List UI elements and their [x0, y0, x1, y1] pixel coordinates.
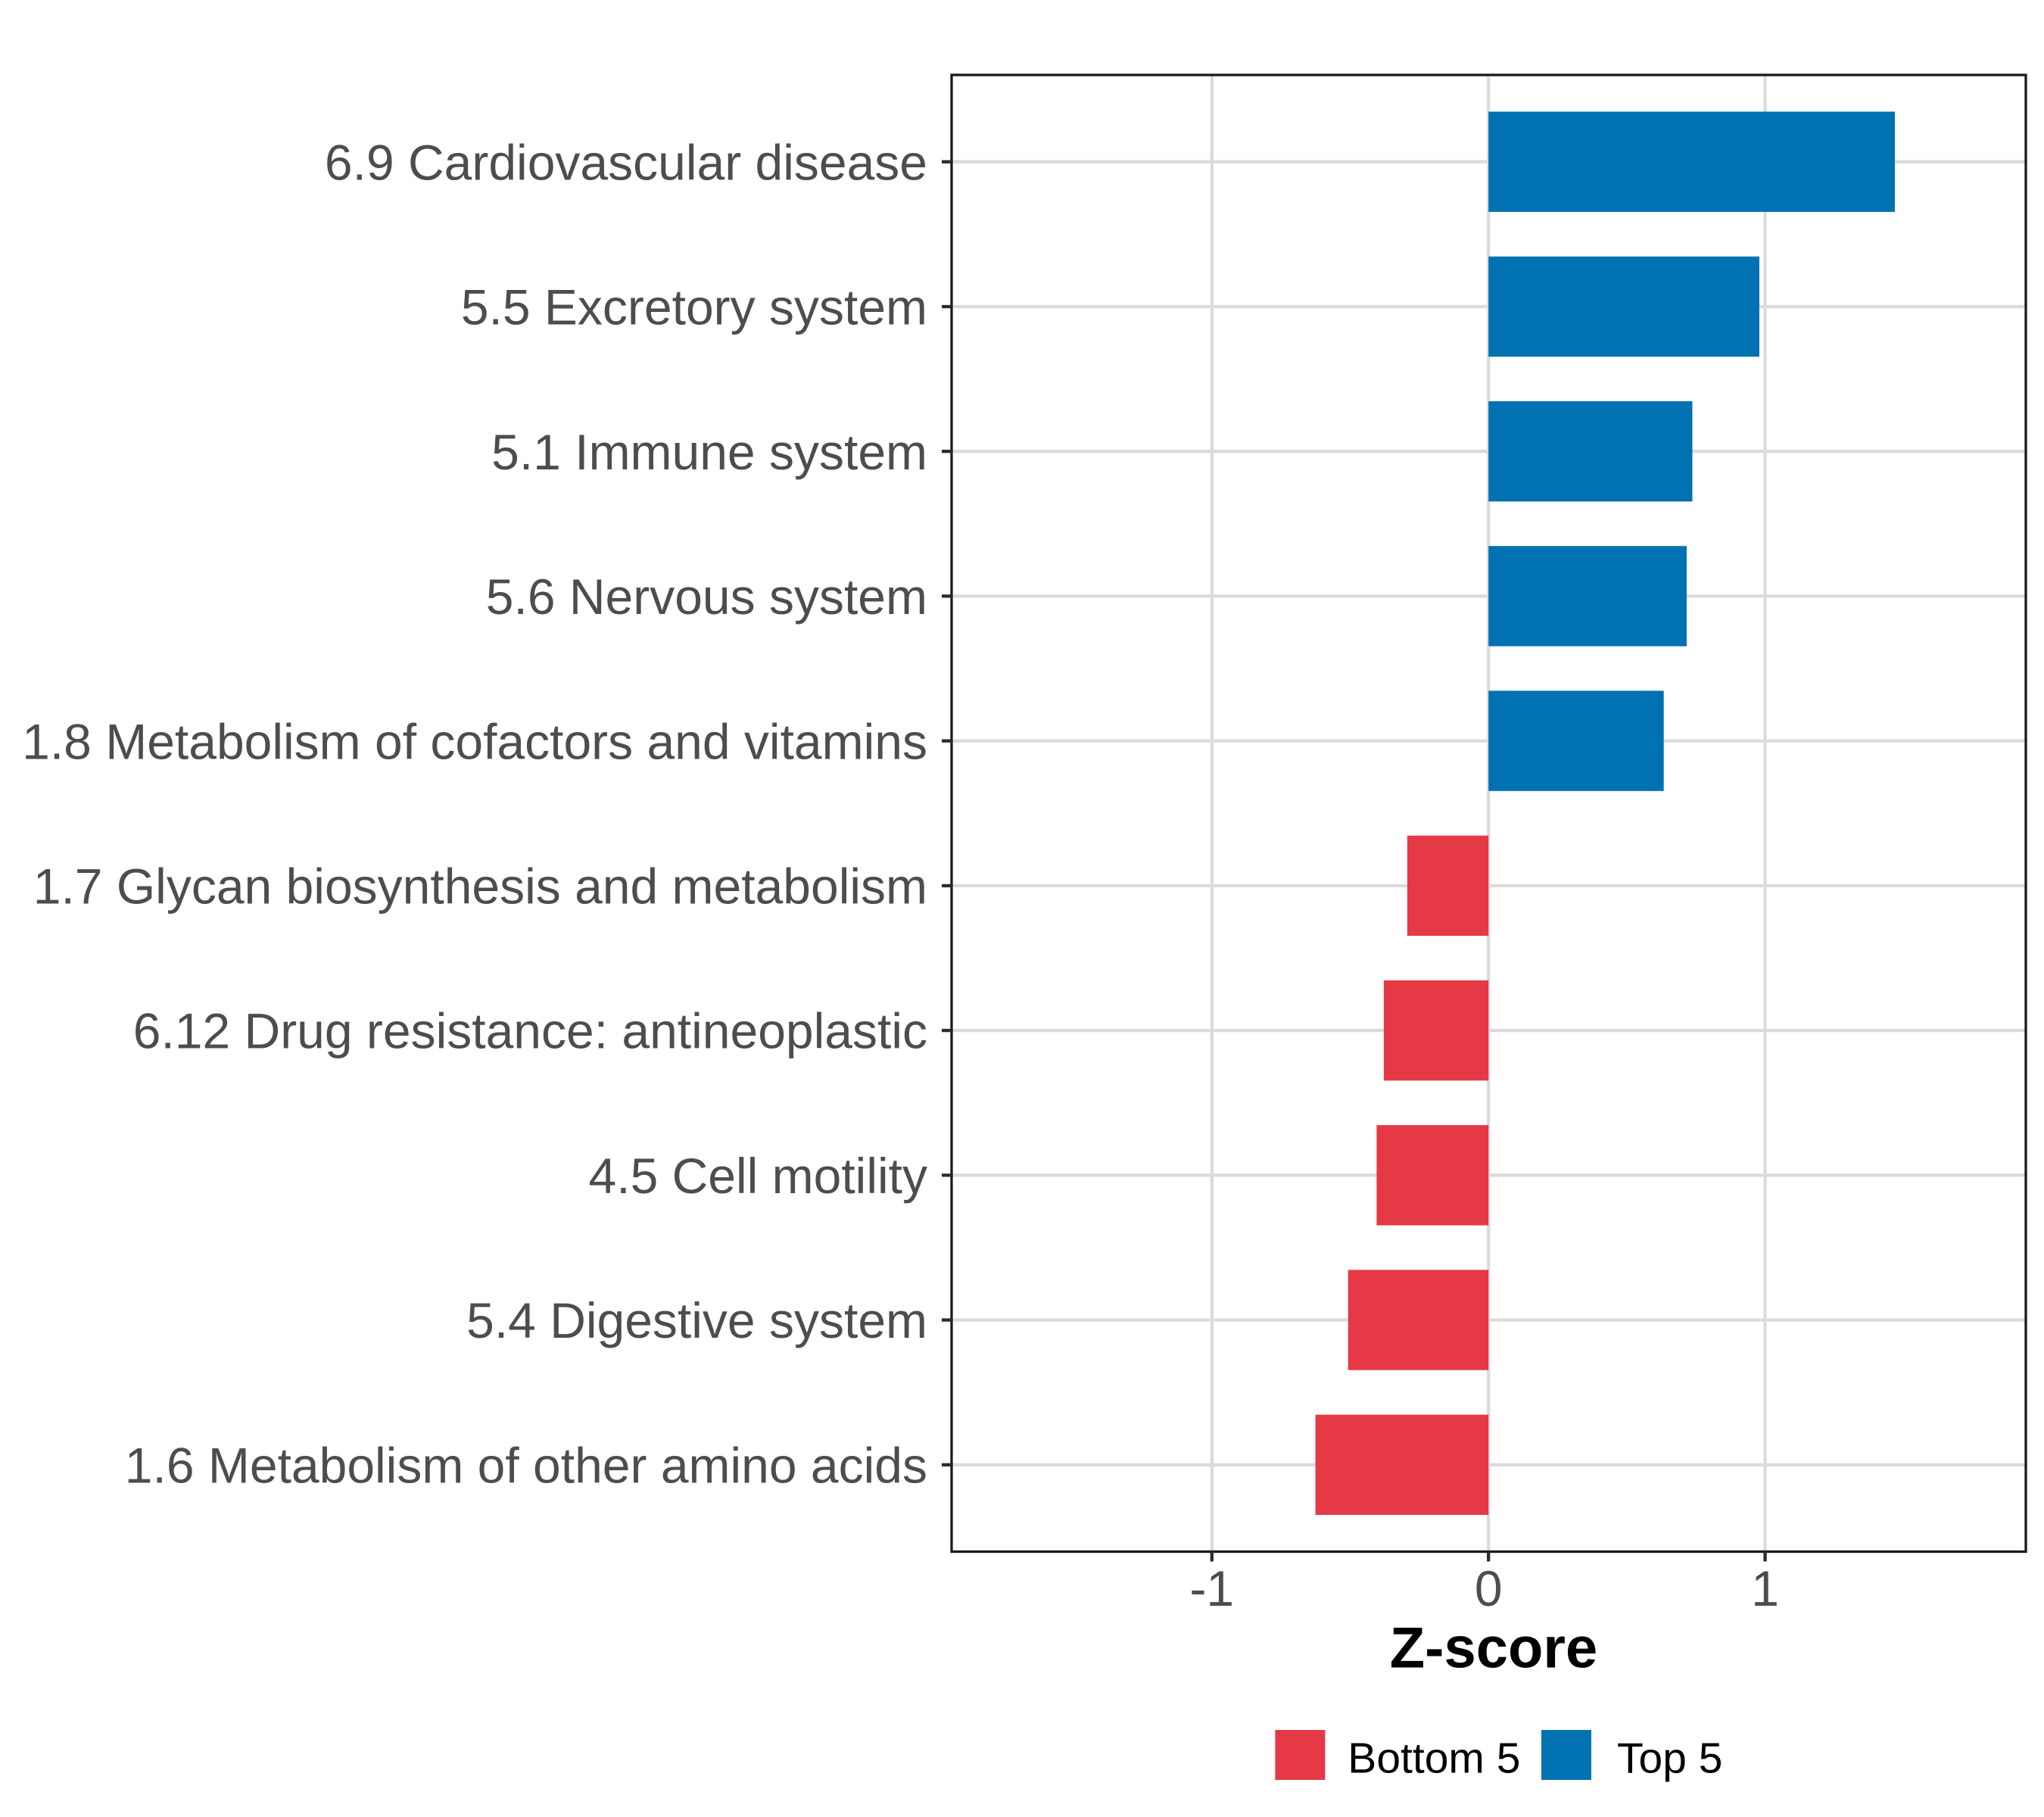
svg-text:Top 5: Top 5 — [1617, 1734, 1722, 1783]
svg-text:5.4 Digestive system: 5.4 Digestive system — [466, 1292, 927, 1348]
svg-text:1.6 Metabolism of other amino: 1.6 Metabolism of other amino acids — [125, 1437, 927, 1493]
svg-text:0: 0 — [1475, 1560, 1503, 1616]
svg-text:4.5 Cell motility: 4.5 Cell motility — [589, 1148, 927, 1204]
svg-text:5.5 Excretory system: 5.5 Excretory system — [461, 279, 927, 335]
svg-text:6.9 Cardiovascular disease: 6.9 Cardiovascular disease — [325, 134, 927, 190]
svg-text:5.6 Nervous system: 5.6 Nervous system — [486, 569, 927, 625]
svg-text:-1: -1 — [1189, 1560, 1234, 1616]
svg-text:1.7 Glycan biosynthesis and me: 1.7 Glycan biosynthesis and metabolism — [33, 859, 927, 915]
svg-text:6.12 Drug resistance: antineop: 6.12 Drug resistance: antineoplastic — [133, 1003, 927, 1059]
svg-text:1.8 Metabolism of cofactors an: 1.8 Metabolism of cofactors and vitamins — [22, 713, 927, 769]
svg-text:1: 1 — [1751, 1560, 1779, 1616]
svg-text:Bottom 5: Bottom 5 — [1348, 1734, 1520, 1783]
svg-text:Z-score: Z-score — [1390, 1616, 1598, 1681]
svg-text:5.1 Immune system: 5.1 Immune system — [491, 424, 927, 480]
